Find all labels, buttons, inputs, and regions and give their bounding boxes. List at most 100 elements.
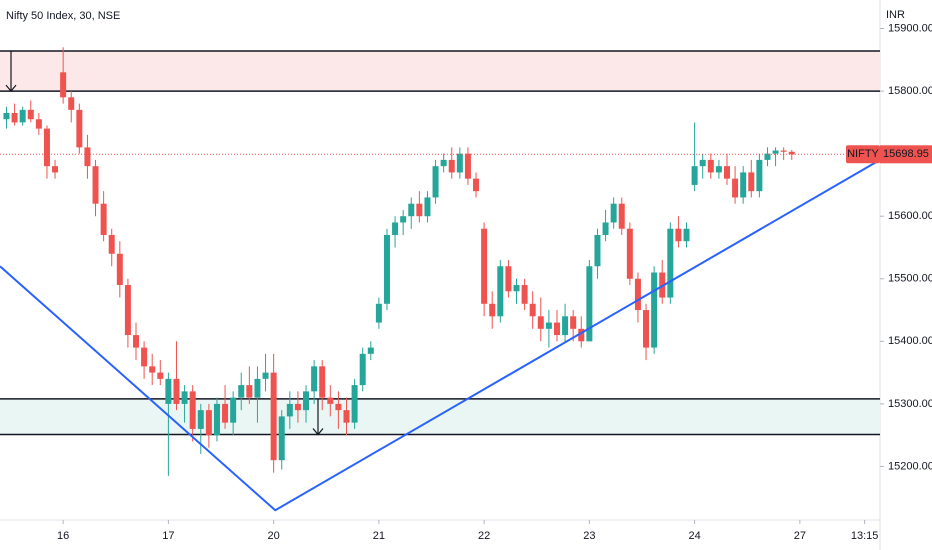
candle-body: [270, 372, 277, 461]
candle-body: [213, 403, 220, 436]
price-tag: [880, 145, 932, 164]
candle-body: [311, 366, 318, 392]
candle-body: [634, 278, 641, 311]
candle-body: [602, 222, 609, 235]
candle-body: [578, 328, 585, 342]
candle-body: [141, 347, 148, 367]
x-tick-label: 22: [478, 530, 490, 542]
candle-body: [400, 216, 407, 223]
candle-body: [3, 112, 10, 120]
candle-body: [448, 159, 455, 173]
candle-body: [238, 385, 245, 398]
y-tick-label: 15900.00: [888, 22, 932, 34]
x-tick-label: 16: [57, 530, 69, 542]
arrow: [312, 398, 324, 436]
price-label: 15698.95: [883, 148, 929, 160]
candle-body: [505, 266, 512, 292]
candle-body: [124, 285, 131, 336]
candle-body: [205, 410, 212, 436]
currency-label: INR: [886, 9, 905, 21]
candle-body: [60, 72, 67, 98]
candle-body: [375, 303, 382, 323]
y-tick-label: 15800.00: [888, 85, 932, 97]
candle-body: [76, 109, 83, 148]
candle-body: [643, 310, 650, 348]
candle-body: [756, 159, 763, 192]
candle-body: [618, 203, 625, 229]
candle-body: [440, 159, 447, 167]
candle-body: [246, 385, 253, 398]
candle-body: [367, 347, 374, 354]
candle-body: [165, 378, 172, 404]
candle-body: [392, 222, 399, 235]
symbol-label: NIFTY: [847, 148, 879, 160]
candle-body: [529, 303, 536, 317]
candle-body: [651, 272, 658, 348]
candle-body: [545, 322, 552, 329]
candle-body: [416, 203, 423, 217]
x-tick-label: 21: [373, 530, 385, 542]
candle-body: [351, 385, 358, 423]
candle-body: [343, 410, 350, 423]
candle-body: [513, 285, 520, 292]
candle-body: [497, 266, 504, 317]
x-tick-label: 27: [794, 530, 806, 542]
candle-body: [319, 366, 326, 398]
candle-body: [100, 203, 107, 235]
candle-body: [303, 391, 310, 411]
candle-body: [383, 234, 390, 304]
candle-body: [19, 109, 26, 123]
candle-body: [157, 372, 164, 379]
candle-body: [764, 153, 771, 160]
candle-body: [189, 391, 196, 429]
candle-body: [707, 159, 714, 173]
candle-body: [408, 203, 415, 217]
chart-title: Nifty 50 Index, 30, NSE: [6, 10, 120, 22]
y-tick-label: 15600.00: [888, 210, 932, 222]
candle-body: [116, 253, 123, 286]
candle-body: [675, 228, 682, 242]
candle-body: [537, 316, 544, 329]
candle-body: [254, 378, 261, 398]
candle-body: [521, 285, 528, 304]
candle-body: [108, 234, 115, 254]
zone: [0, 398, 880, 435]
candle-body: [327, 397, 334, 404]
candle-body: [464, 153, 471, 179]
trendline: [0, 159, 881, 512]
candle-body: [562, 316, 569, 336]
candle-body: [626, 228, 633, 279]
candle-body: [149, 366, 156, 373]
candle-body: [84, 147, 91, 167]
candle-body: [11, 112, 18, 123]
candle-body: [586, 266, 593, 342]
x-tick-label: 24: [688, 530, 700, 542]
candle-body: [715, 166, 722, 173]
candle-body: [699, 159, 706, 167]
candle-body: [723, 166, 730, 179]
candle-body: [432, 166, 439, 198]
candle-body: [691, 166, 698, 185]
candle-body: [68, 97, 75, 110]
candle-body: [43, 128, 50, 167]
candle-body: [489, 303, 496, 317]
candle-body: [27, 109, 34, 120]
candle-body: [780, 150, 787, 152]
candle-body: [732, 178, 739, 198]
candle-body: [262, 372, 269, 379]
candle-body: [197, 410, 204, 429]
candle-body: [553, 322, 560, 336]
candle-body: [52, 166, 59, 173]
candle-body: [481, 228, 488, 304]
candle-body: [473, 178, 480, 192]
candle-body: [173, 378, 180, 404]
y-tick-label: 15500.00: [888, 273, 932, 285]
candle-body: [35, 119, 42, 129]
candle-body: [181, 391, 188, 404]
x-tick-label: 23: [583, 530, 595, 542]
candle-body: [740, 172, 747, 198]
candle-body: [456, 153, 463, 173]
candle-body: [683, 228, 690, 242]
